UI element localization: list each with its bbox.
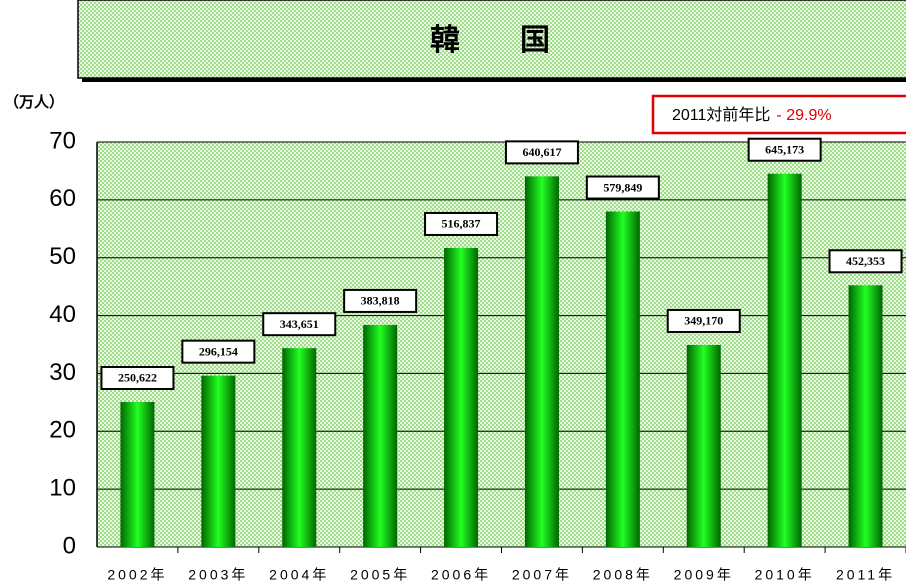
- x-tick-label: 2004年: [269, 567, 329, 583]
- value-label-box: [424, 211, 499, 236]
- bar: [120, 401, 155, 547]
- x-tick-label: 2003年: [188, 567, 248, 583]
- value-label-box: [262, 312, 337, 337]
- bar: [524, 176, 559, 547]
- x-tick-label: 2011年: [836, 567, 895, 583]
- bar: [363, 324, 398, 547]
- value-label: 296,154: [199, 344, 238, 358]
- chart-title: 韓 国: [430, 24, 550, 57]
- value-label: 349,170: [684, 314, 723, 328]
- y-tick-label: 40: [49, 301, 76, 328]
- bar: [605, 211, 640, 547]
- x-tick-label: 2002年: [107, 567, 167, 583]
- value-label-box: [100, 365, 175, 390]
- bar: [201, 375, 236, 547]
- value-label-box: [181, 339, 256, 364]
- y-tick-label: 30: [49, 359, 76, 386]
- value-label-box: [504, 140, 579, 165]
- x-tick-label: 2009年: [674, 567, 734, 583]
- bar: [848, 285, 883, 547]
- value-label-box: [585, 175, 660, 200]
- value-label: 645,173: [765, 142, 804, 156]
- value-label-box: [747, 137, 822, 162]
- y-tick-label: 0: [63, 532, 76, 559]
- x-tick-label: 2007年: [512, 567, 572, 583]
- bar: [767, 173, 802, 548]
- bar: [282, 348, 317, 547]
- x-tick-label: 2005年: [350, 567, 410, 583]
- annotation: 2011対前年比 - 29.9%: [672, 106, 832, 124]
- y-tick-label: 70: [49, 127, 76, 154]
- y-tick-label: 50: [49, 243, 76, 270]
- y-tick-label: 20: [49, 417, 76, 444]
- x-tick-label: 2008年: [593, 567, 653, 583]
- annotation-box: [651, 94, 906, 135]
- x-tick-label: 2006年: [431, 567, 491, 583]
- value-label-box: [343, 288, 418, 313]
- bar: [444, 247, 479, 547]
- value-label: 640,617: [522, 145, 561, 159]
- x-tick-label: 2010年: [755, 567, 815, 583]
- value-label: 452,353: [846, 254, 885, 268]
- value-label: 383,818: [361, 294, 400, 308]
- title-box: [77, 0, 906, 79]
- y-axis-label: （万人）: [4, 93, 64, 111]
- annotation-text: 2011対前年比: [672, 106, 770, 124]
- bar: [686, 344, 721, 547]
- y-tick-label: 10: [49, 474, 76, 501]
- value-label-box: [828, 249, 903, 274]
- value-label-box: [666, 308, 741, 333]
- value-label: 516,837: [442, 217, 481, 231]
- value-label: 250,622: [118, 371, 157, 385]
- annotation-change: - 29.9%: [776, 107, 831, 124]
- value-label: 343,651: [280, 317, 319, 331]
- value-label: 579,849: [603, 180, 642, 194]
- y-tick-label: 60: [49, 185, 76, 212]
